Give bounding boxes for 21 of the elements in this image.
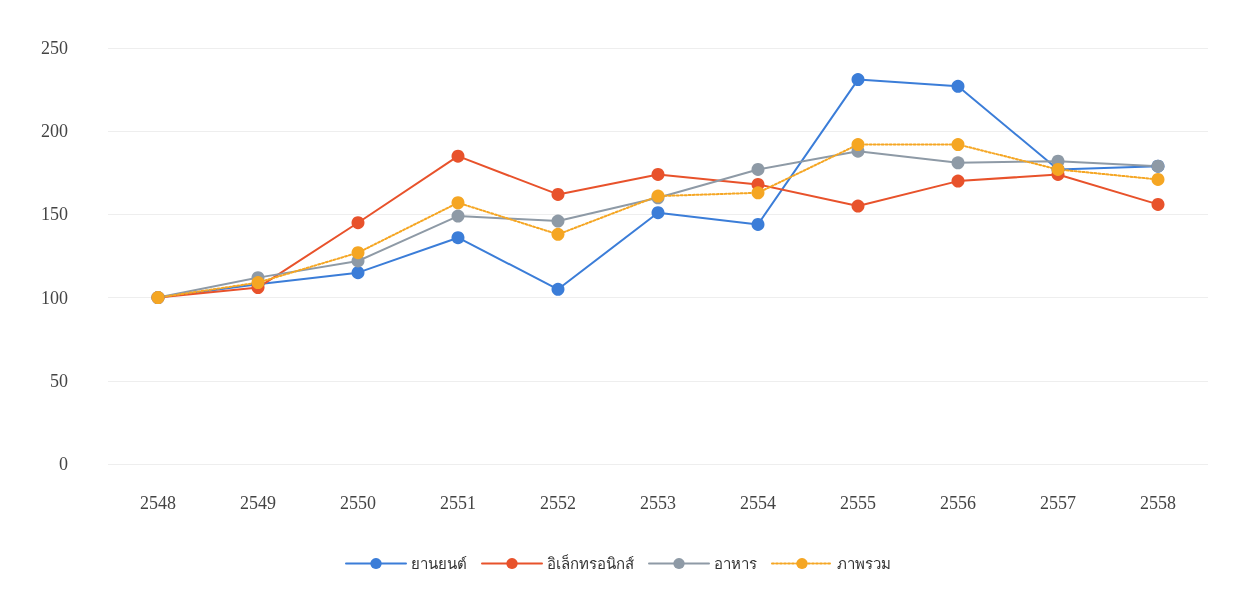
legend-label: อิเล็กทรอนิกส์ <box>547 553 634 573</box>
x-tick-label: 2556 <box>940 493 976 513</box>
x-tick-label: 2555 <box>840 493 876 513</box>
legend-label: ภาพรวม <box>837 554 891 573</box>
x-tick-label: 2549 <box>240 493 276 513</box>
x-tick-label: 2550 <box>340 493 376 513</box>
x-tick-label: 2554 <box>740 493 776 513</box>
x-tick-label: 2548 <box>140 493 176 513</box>
x-tick-label: 2552 <box>540 493 576 513</box>
y-tick-label: 0 <box>59 454 68 474</box>
y-tick-label: 200 <box>41 121 68 142</box>
legend-label: อาหาร <box>714 554 757 573</box>
y-tick-label: 50 <box>50 370 68 391</box>
x-tick-label: 2551 <box>440 493 476 513</box>
y-tick-label: 150 <box>41 204 68 225</box>
x-tick-label: 2558 <box>1140 493 1176 513</box>
x-tick-label: 2557 <box>1040 493 1076 513</box>
x-tick-label: 2553 <box>640 493 676 513</box>
y-tick-label: 100 <box>41 287 68 308</box>
y-tick-label: 250 <box>41 38 68 58</box>
legend-label: ยานยนต์ <box>411 554 467 573</box>
